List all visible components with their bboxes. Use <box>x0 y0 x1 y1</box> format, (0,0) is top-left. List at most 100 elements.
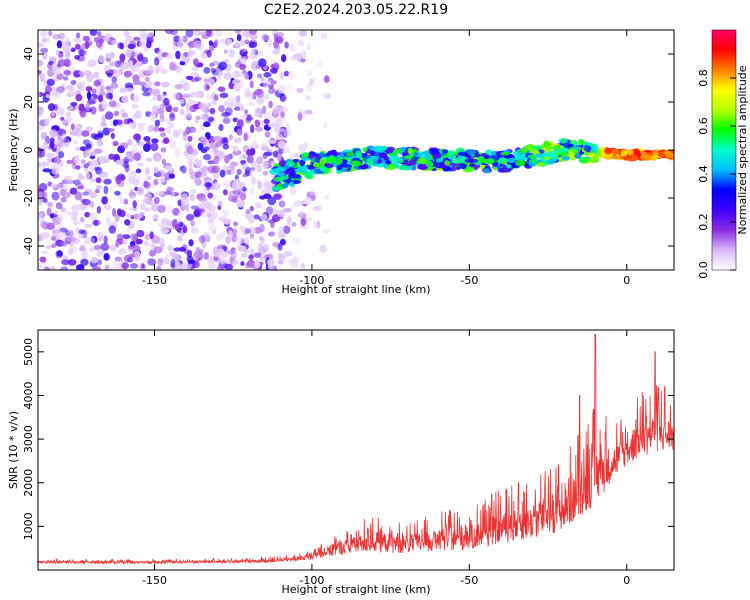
spectrogram-cell <box>84 40 90 50</box>
spectrogram-cell <box>149 231 154 240</box>
spectrogram-cell <box>99 90 106 96</box>
spectrogram-cell <box>336 163 343 171</box>
spectrogram-cell <box>198 102 207 110</box>
spectrogram-cell <box>42 168 52 173</box>
spectrogram-cell <box>51 191 60 201</box>
spectrogram-cell <box>51 147 57 152</box>
spectrogram-cell <box>245 209 251 215</box>
spectrogram-cell <box>221 209 230 217</box>
spectrogram-cell <box>128 253 135 258</box>
spectrogram-cell <box>89 30 98 36</box>
spectrogram-cell <box>189 91 198 98</box>
spectrogram-cell <box>177 128 184 135</box>
spectrogram-cell <box>277 140 287 149</box>
spectrogram-cell <box>319 244 327 253</box>
spectrogram-cell <box>103 37 110 42</box>
spectrogram-cell <box>79 216 85 223</box>
spectrogram-cell <box>114 213 120 223</box>
spectrogram-cell <box>506 164 512 169</box>
spectrogram-cell <box>276 31 285 38</box>
spectrogram-cell <box>104 204 112 211</box>
spectrogram-cell <box>362 147 368 152</box>
spectrogram-cell <box>117 42 124 49</box>
spectrogram-cell <box>60 116 65 121</box>
spectrogram-cell <box>69 243 74 248</box>
spectrogram-cell <box>53 210 59 216</box>
spectrogram-cell <box>297 112 303 121</box>
spectrogram-cell <box>236 199 245 208</box>
spectrogram-cell <box>442 166 452 172</box>
spectrogram-cell <box>160 228 170 233</box>
spectrogram-cell <box>153 152 162 162</box>
spectrogram-cell <box>248 101 255 107</box>
y-tick-label: 1000 <box>22 512 35 540</box>
spectrogram-cell <box>101 114 107 124</box>
snr-panel: -150 -100 -50 0 1000 2000 3000 4000 5000 Height… <box>7 329 675 596</box>
spectrogram-cell <box>97 31 102 37</box>
spectrogram-cell <box>302 141 308 149</box>
spectrogram-cell <box>126 213 132 219</box>
spectrogram-cell <box>107 128 115 132</box>
spectrogram-cell <box>464 166 475 172</box>
spectrogram-cell <box>200 136 208 142</box>
spectrogram-cell <box>520 147 528 154</box>
spectrogram-cell <box>58 151 65 159</box>
spectrogram-cell <box>282 225 291 234</box>
spectrogram-cell <box>233 145 239 153</box>
spectrogram-cell <box>173 35 181 43</box>
spectrogram-cell <box>216 266 225 270</box>
spectrogram-cell <box>216 150 226 160</box>
spectrogram-cell <box>116 233 124 241</box>
spectrogram-cell <box>139 203 146 210</box>
y-tick-label: 0 <box>22 147 35 154</box>
spectrogram-cell <box>251 47 258 55</box>
spectrogram-cell <box>172 45 179 51</box>
spectrogram-cell <box>101 100 108 110</box>
spectrogram-cell <box>194 178 202 186</box>
spectrogram-cell <box>131 103 138 110</box>
spectrogram-cell <box>131 120 137 130</box>
spectrogram-cell <box>160 147 167 153</box>
y-tick-label: 4000 <box>22 381 35 409</box>
spectrogram-cell <box>236 128 243 136</box>
spectrogram-cell <box>483 168 491 174</box>
spectrogram-cell <box>222 143 230 150</box>
spectrogram-cell <box>266 39 273 47</box>
spectrogram-cell <box>292 180 302 184</box>
spectrogram-cell <box>101 196 108 205</box>
spectrogram-cell <box>154 236 160 244</box>
spectrogram-cell <box>168 173 175 179</box>
spectrogram-cell <box>322 121 328 129</box>
spectrogram-cell <box>150 142 159 152</box>
spectrogram-cell <box>212 173 220 179</box>
spectrogram-cell <box>590 156 599 161</box>
spectrogram-cell <box>97 231 104 241</box>
spectrogram-cell <box>194 76 202 82</box>
spectrogram-cell <box>263 72 272 78</box>
spectrogram-cell <box>56 73 64 80</box>
spectrogram-cell <box>156 265 162 270</box>
spectrogram-cell <box>135 238 143 245</box>
spectrogram-cell <box>138 125 145 132</box>
spectrogram-cell <box>574 153 582 159</box>
spectrogram-cell <box>228 134 233 141</box>
spectrogram-cell <box>281 54 287 63</box>
spectrogram-cell <box>209 62 215 67</box>
spectrogram-cell <box>604 147 612 155</box>
spectrogram-cell <box>378 152 388 159</box>
snr-background <box>38 330 674 570</box>
spectrogram-cell <box>261 142 268 149</box>
spectrogram-cell <box>201 240 207 249</box>
spectrogram-cell <box>119 53 126 62</box>
spectrogram-cell <box>127 43 136 50</box>
spectrogram-cell <box>101 157 110 163</box>
spectrogram-cell <box>143 207 151 212</box>
x-tick-label: -150 <box>142 574 167 587</box>
colorbar-tick-label: 0.6 <box>697 117 710 135</box>
spectrogram-cell <box>240 252 248 258</box>
spectrogram-cell <box>259 223 265 233</box>
spectrogram-cell <box>261 160 269 170</box>
x-tick-label: -50 <box>460 574 478 587</box>
spectrogram-cell <box>292 153 301 158</box>
spectrogram-cell <box>39 30 48 38</box>
